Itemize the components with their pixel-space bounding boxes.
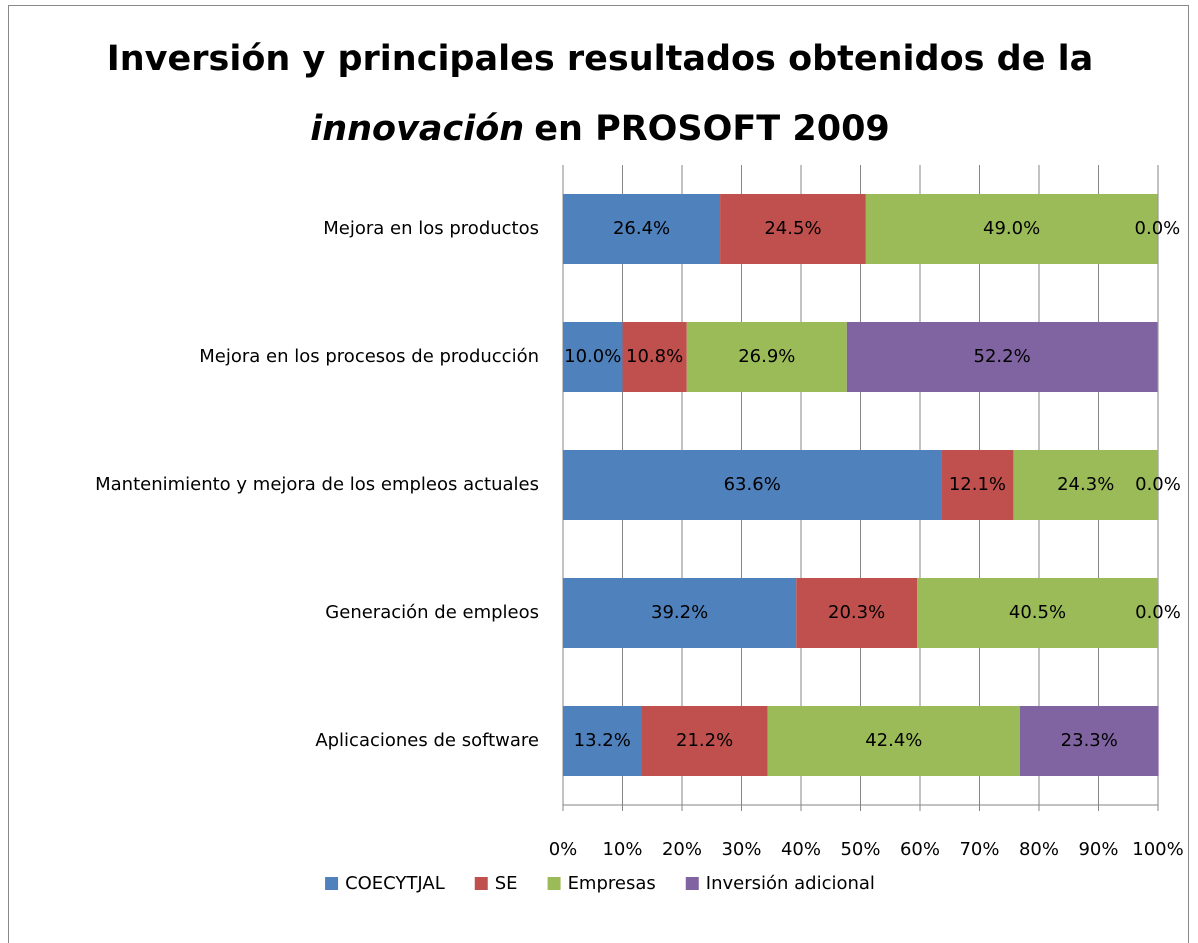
data-label: 24.3% — [1057, 474, 1114, 495]
legend-swatch — [325, 877, 339, 890]
chart-title-rest: en PROSOFT 2009 — [534, 109, 890, 149]
data-label: 0.0% — [1135, 474, 1181, 495]
data-label: 26.4% — [613, 218, 670, 239]
bar-segment — [563, 578, 797, 648]
bar-segment — [796, 578, 918, 648]
x-tick-label: 90% — [1078, 839, 1118, 860]
bar-segment — [720, 194, 866, 264]
x-tick-label: 100% — [1132, 839, 1183, 860]
x-tick-label: 10% — [602, 839, 642, 860]
data-label: 12.1% — [949, 474, 1006, 495]
data-label: 0.0% — [1135, 218, 1181, 239]
data-label: 63.6% — [724, 474, 781, 495]
bar-segment — [563, 194, 721, 264]
data-label: 21.2% — [676, 730, 733, 751]
x-tick-label: 40% — [781, 839, 821, 860]
chart-title: Inversión y principales resultados obten… — [107, 39, 1094, 79]
data-label: 13.2% — [574, 730, 631, 751]
data-label: 40.5% — [1009, 602, 1066, 623]
x-tick-label: 70% — [959, 839, 999, 860]
bar-segment — [767, 706, 1020, 776]
legend-label: Inversión adicional — [706, 873, 875, 894]
bar-segment — [622, 322, 687, 392]
bar-segment — [563, 322, 623, 392]
chart-title-italic: innovación — [310, 109, 524, 149]
x-tick-label: 50% — [840, 839, 880, 860]
chart-title: innovación en PROSOFT 2009 — [310, 109, 890, 149]
legend-swatch — [685, 877, 699, 890]
y-tick-label: Mantenimiento y mejora de los empleos ac… — [95, 474, 539, 495]
x-tick-label: 60% — [900, 839, 940, 860]
y-tick-label: Generación de empleos — [325, 602, 539, 623]
data-label: 26.9% — [738, 346, 795, 367]
data-label: 20.3% — [828, 602, 885, 623]
x-tick-label: 30% — [721, 839, 761, 860]
data-label: 10.8% — [626, 346, 683, 367]
y-tick-label: Mejora en los productos — [323, 218, 539, 239]
y-tick-label: Mejora en los procesos de producción — [199, 346, 539, 367]
data-label: 52.2% — [974, 346, 1031, 367]
x-tick-label: 0% — [549, 839, 578, 860]
legend-label: COECYTJAL — [345, 873, 445, 894]
bar-segment — [865, 194, 1158, 264]
legend-swatch — [547, 877, 561, 890]
bar-segment — [563, 706, 642, 776]
data-label: 49.0% — [983, 218, 1040, 239]
bar-segment — [1019, 706, 1159, 776]
data-label: 0.0% — [1135, 602, 1181, 623]
data-label: 42.4% — [865, 730, 922, 751]
legend-swatch — [474, 877, 488, 890]
bar-segment — [1013, 450, 1158, 520]
legend-label: SE — [495, 873, 518, 894]
bar-segment — [941, 450, 1014, 520]
bar-segment — [686, 322, 847, 392]
bar-segment — [641, 706, 768, 776]
data-label: 23.3% — [1061, 730, 1118, 751]
x-tick-label: 20% — [662, 839, 702, 860]
data-label: 39.2% — [651, 602, 708, 623]
bar-segment — [846, 322, 1158, 392]
data-label: 10.0% — [564, 346, 621, 367]
bar-segment — [563, 450, 942, 520]
legend-label: Empresas — [568, 873, 656, 894]
x-tick-label: 80% — [1019, 839, 1059, 860]
bar-segment — [917, 578, 1158, 648]
data-label: 24.5% — [764, 218, 821, 239]
y-tick-label: Aplicaciones de software — [315, 730, 539, 751]
